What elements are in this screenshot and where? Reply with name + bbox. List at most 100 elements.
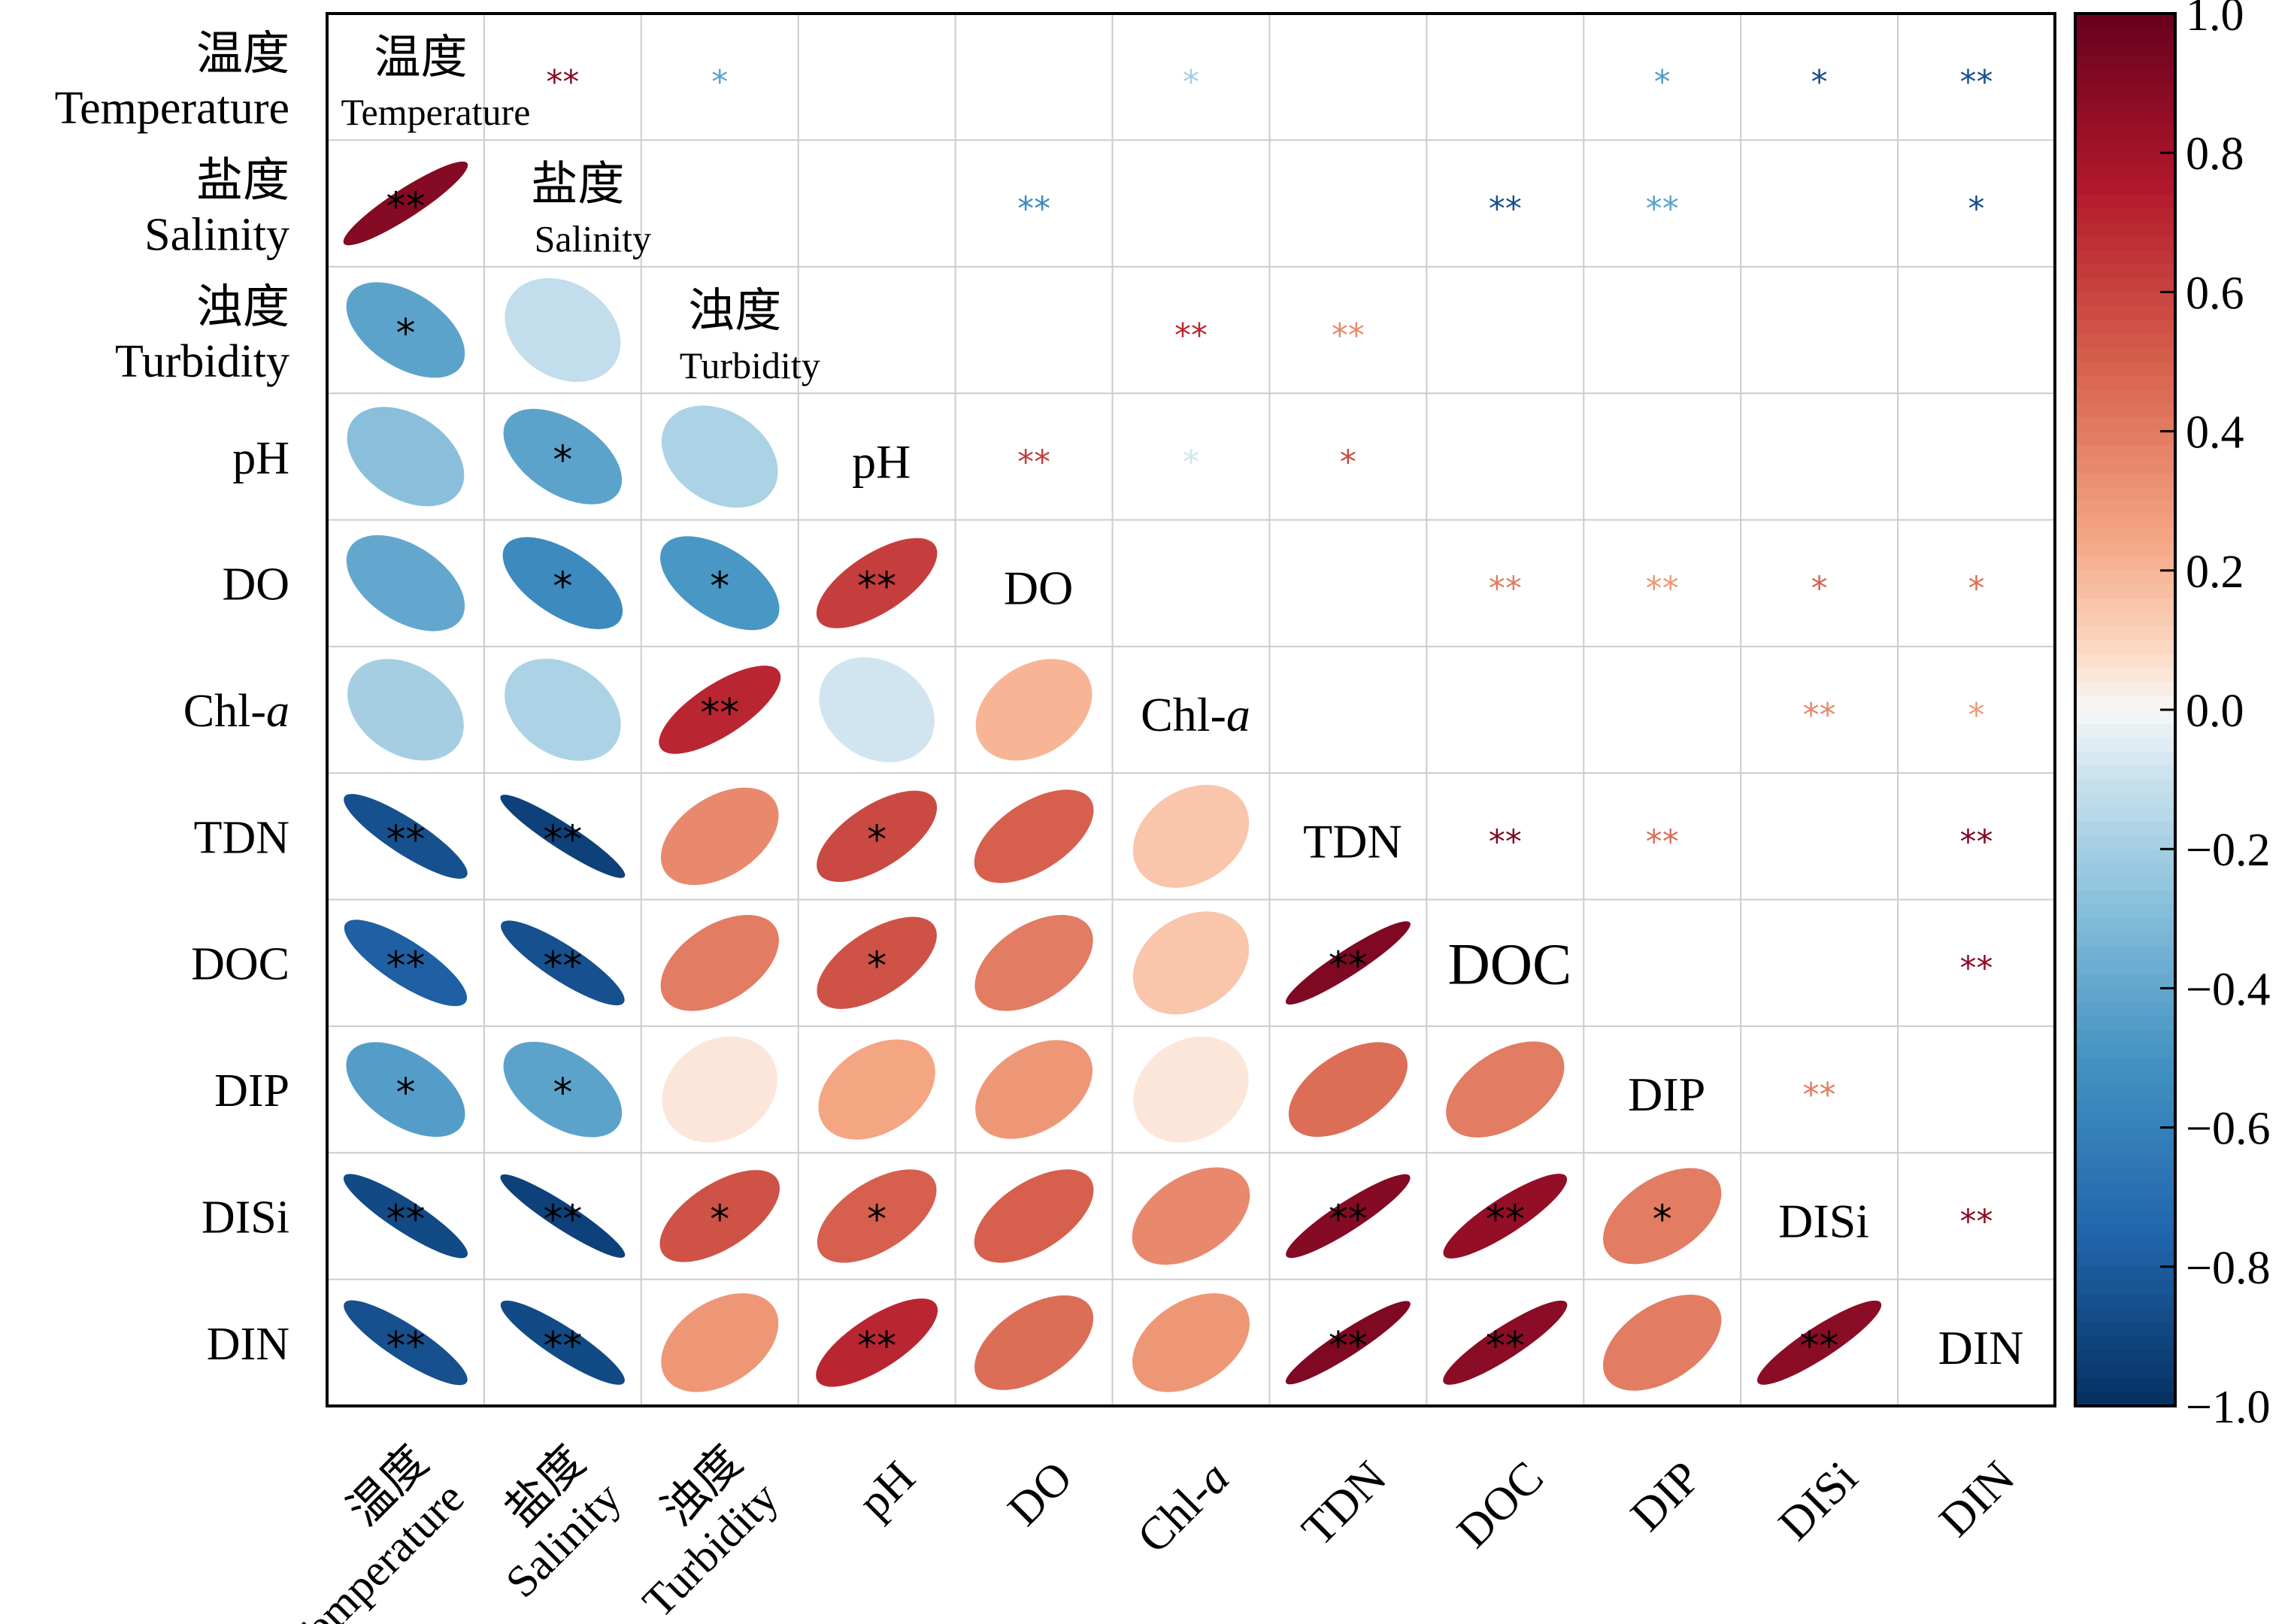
sig-star-do-doc: ** [1489, 570, 1522, 608]
sig-star-salinity-dip: ** [1646, 190, 1679, 229]
sig-star-temperature-chl-a: * [1183, 63, 1199, 102]
sig-star-doc-ph: * [867, 944, 886, 989]
corr-ellipse-do-salinity [502, 537, 623, 629]
corr-ellipse-din-disi [1757, 1300, 1882, 1385]
corr-ellipse-dip-chl-a [1133, 1036, 1249, 1143]
colorbar-band [2075, 292, 2175, 307]
sig-star-salinity-doc: ** [1489, 190, 1522, 229]
sig-star-din-ph: ** [857, 1324, 896, 1369]
corr-ellipse-doc-temperature [344, 920, 468, 1007]
sig-star-disi-doc: ** [1486, 1197, 1525, 1242]
diag-label-din: DIN [1938, 1321, 2024, 1374]
corr-ellipse-doc-chl-a [1132, 911, 1250, 1015]
colorbar-band [2075, 194, 2175, 210]
colorbar-band [2075, 125, 2175, 140]
colorbar-band [2075, 1169, 2175, 1184]
colorbar-band [2075, 277, 2175, 293]
colorbar-band [2075, 1350, 2175, 1365]
sig-star-do-din: * [1968, 570, 1985, 608]
colorbar-band [2075, 877, 2175, 892]
corr-ellipse-chl-a-temperature [347, 659, 464, 761]
sig-star-temperature-dip: * [1654, 63, 1671, 102]
colorbar-band [2075, 1238, 2175, 1254]
corr-ellipse-dip-tdn [1288, 1042, 1408, 1138]
colorbar-band [2075, 807, 2175, 823]
colorbar-band [2075, 1141, 2175, 1156]
colorbar-band [2075, 501, 2175, 516]
sig-star-din-doc: ** [1486, 1324, 1525, 1369]
colorbar-band [2075, 890, 2175, 906]
corr-ellipse-din-turbidity [661, 1293, 779, 1392]
matrix-frame [326, 12, 2056, 1407]
colorbar-band [2075, 264, 2175, 279]
sig-star-disi-tdn: ** [1329, 1197, 1368, 1242]
colorbar-band [2075, 862, 2175, 878]
colorbar-band [2075, 1364, 2175, 1379]
colorbar-tick-label: 1.0 [2186, 0, 2244, 41]
colorbar-band [2075, 1336, 2175, 1351]
colorbar-band [2075, 1392, 2175, 1407]
colorbar-band [2075, 14, 2175, 29]
colorbar-band [2075, 779, 2175, 795]
colorbar-tick-label: −0.2 [2186, 825, 2270, 876]
sig-star-dip-disi: ** [1803, 1076, 1836, 1114]
corr-ellipse-dip-salinity [503, 1041, 623, 1138]
diag-label-doc: DOC [1447, 932, 1571, 997]
corr-ellipse-din-doc [1443, 1300, 1568, 1385]
colorbar-band [2075, 27, 2175, 43]
corr-ellipse-disi-doc [1443, 1174, 1568, 1259]
corr-ellipse-tdn-turbidity [660, 787, 779, 886]
sig-star-doc-temperature: ** [386, 944, 425, 989]
colorbar-band [2075, 222, 2175, 238]
corr-ellipse-disi-dip [1603, 1168, 1722, 1265]
colorbar-tick-label: −0.6 [2186, 1104, 2270, 1155]
corr-ellipse-turbidity-temperature [346, 282, 465, 378]
colorbar-band [2075, 514, 2175, 530]
sig-star-do-disi: * [1811, 570, 1828, 608]
diag-label-tdn: TDN [1303, 814, 1402, 868]
colorbar-band [2075, 1016, 2175, 1031]
sig-star-disi-din: ** [1960, 1202, 1993, 1241]
sig-star-doc-salinity: ** [543, 944, 582, 989]
colorbar-band [2075, 97, 2175, 112]
colorbar-band [2075, 250, 2175, 265]
corr-ellipse-din-tdn [1285, 1301, 1411, 1385]
colorbar-band [2075, 598, 2175, 614]
colorbar-band [2075, 459, 2175, 474]
sig-star-tdn-ph: * [867, 817, 886, 862]
colorbar-band [2075, 849, 2175, 864]
row-label-disi: DISi [202, 1192, 289, 1243]
corr-ellipse-disi-temperature [343, 1174, 468, 1259]
colorbar-band [2075, 1029, 2175, 1045]
corr-ellipse-disi-ph [817, 1169, 937, 1263]
sig-star-tdn-dip: ** [1646, 823, 1679, 861]
diag-label-ph: pH [852, 435, 911, 488]
sig-star-disi-salinity: ** [543, 1197, 582, 1242]
diag-label-disi: DISi [1778, 1194, 1869, 1247]
corr-ellipse-dip-do [975, 1040, 1093, 1139]
corr-ellipse-din-do [974, 1295, 1094, 1390]
corr-ellipse-dip-ph [818, 1039, 935, 1140]
colorbar-band [2075, 765, 2175, 780]
diag-label-cn-temperature: 温度 [374, 29, 467, 84]
row-label-cn-salinity: 盐度 [196, 153, 289, 208]
colorbar-band [2075, 1377, 2175, 1393]
sig-star-salinity-din: * [1968, 190, 1985, 229]
colorbar-band [2075, 431, 2175, 447]
colorbar-band [2075, 417, 2175, 432]
corr-ellipse-chl-a-turbidity [659, 665, 781, 754]
sig-star-disi-turbidity: * [710, 1197, 729, 1242]
sig-star-temperature-disi: * [1811, 63, 1828, 102]
colorbar-band [2075, 1071, 2175, 1087]
sig-star-do-turbidity: * [710, 565, 729, 610]
colorbar-tick-label: −1.0 [2186, 1382, 2270, 1433]
sig-star-din-salinity: ** [543, 1324, 582, 1369]
sig-star-tdn-temperature: ** [386, 817, 425, 862]
corr-ellipse-disi-chl-a [1132, 1167, 1250, 1265]
colorbar-band [2075, 1058, 2175, 1073]
colorbar-band [2075, 821, 2175, 836]
sig-star-do-salinity: * [553, 565, 572, 610]
row-label-cn-temperature: 温度 [196, 26, 289, 80]
colorbar-band [2075, 793, 2175, 808]
